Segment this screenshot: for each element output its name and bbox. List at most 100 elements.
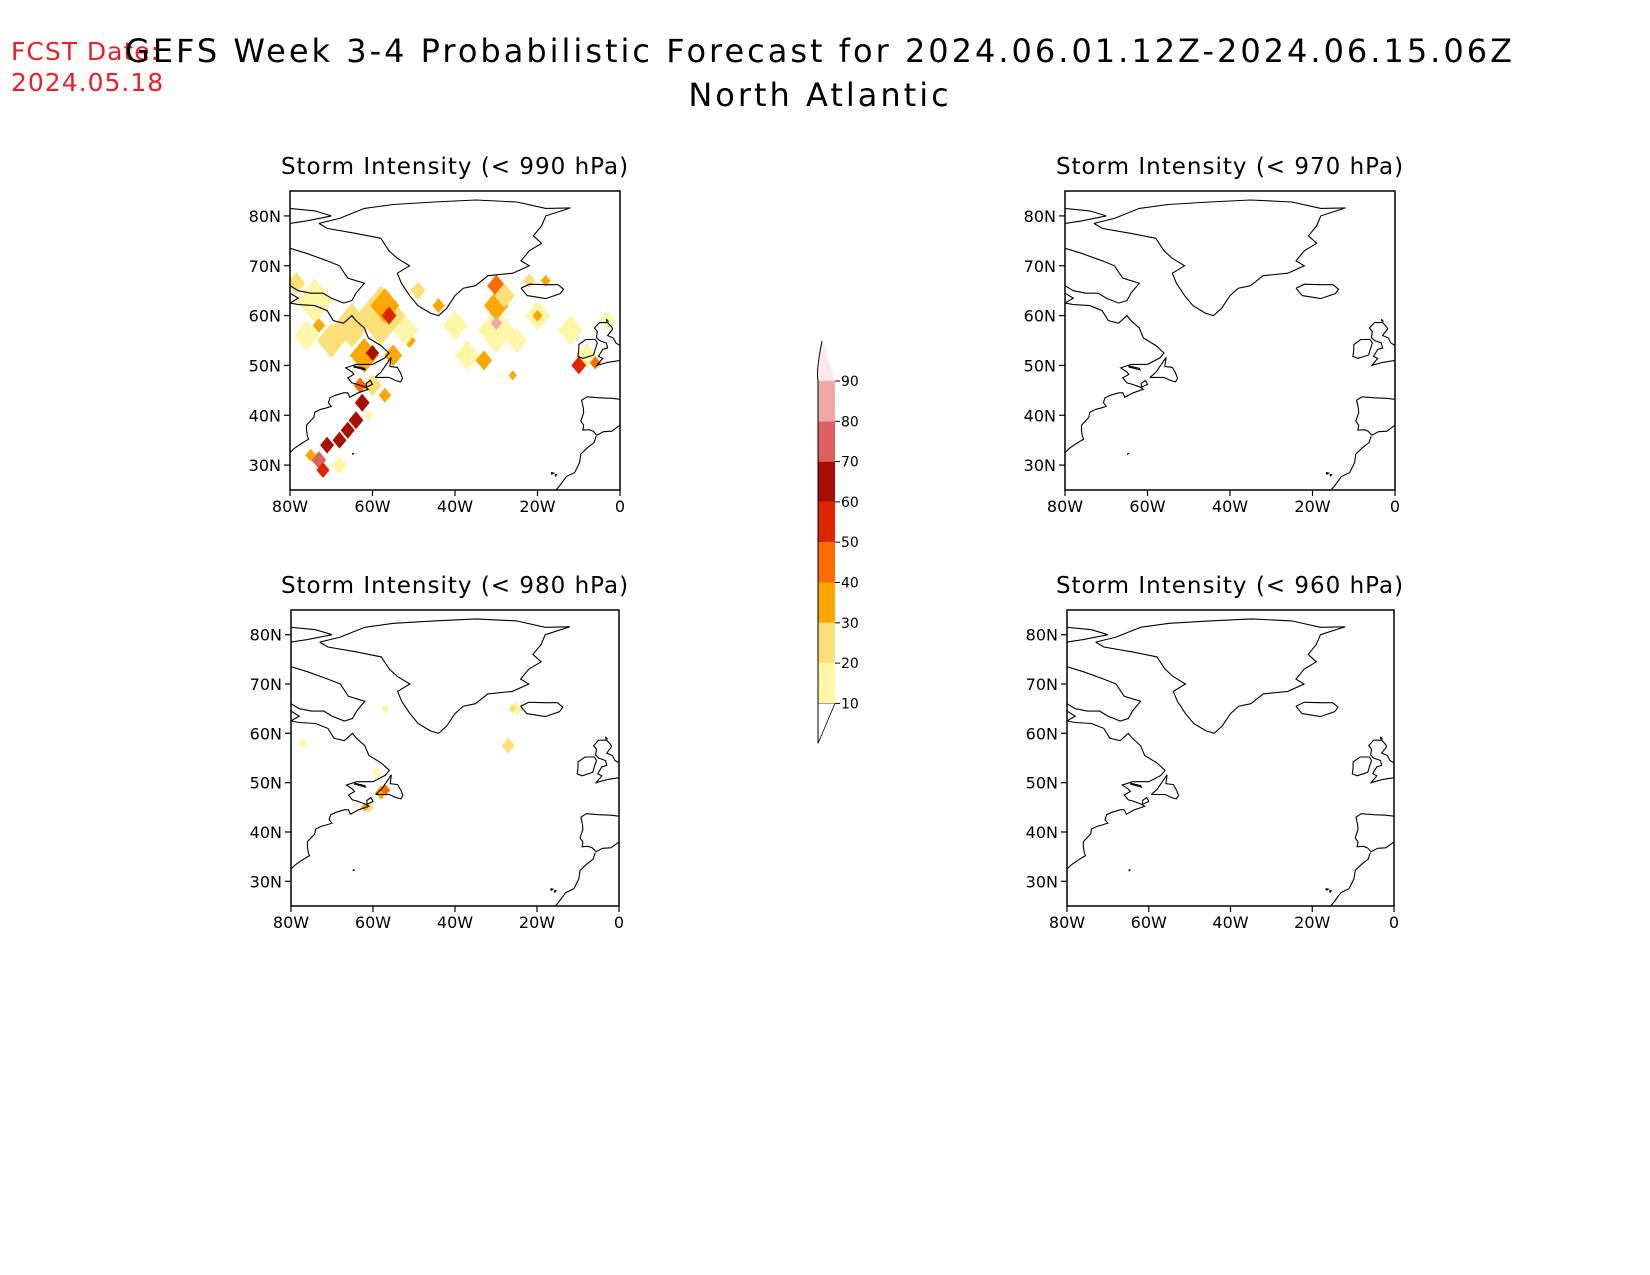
lat-tick-label: 30N [1026,872,1058,891]
probability-cell [340,421,355,439]
coastline [290,292,300,304]
coastline [1354,813,1394,853]
coastline [604,736,609,740]
lat-tick-label: 50N [249,356,281,375]
lat-tick-label: 70N [250,675,282,694]
coastline [1140,379,1149,388]
colorbar-label: 40 [841,576,859,592]
coastline [354,782,367,788]
probability-cell [576,343,598,368]
lon-tick-label: 80W [1049,913,1085,932]
coastline [1379,736,1384,740]
coastline [352,452,355,456]
probability-cell [410,281,426,300]
probability-cell [294,320,319,351]
probability-cell [296,278,334,324]
map-frame [1064,190,1396,491]
map-frame [290,609,620,907]
lat-tick-label: 30N [1024,456,1056,475]
colorbar-label: 20 [841,656,859,672]
probability-cell [320,436,335,454]
coastline [1067,666,1142,722]
lat-tick-label: 40N [1026,823,1058,842]
panel-title: Storm Intensity (< 970 hPa) [1056,154,1404,180]
lon-tick-label: 40W [1212,913,1248,932]
map-frame [1066,609,1395,907]
coastline [1128,869,1131,872]
coastlines [1065,199,1395,490]
probability-cell [540,274,551,287]
probability-cell [490,316,502,330]
lon-tick-label: 0 [615,497,625,516]
colorbar-swatch [818,663,835,704]
probability-cell [332,431,347,449]
lon-tick-label: 40W [437,913,473,932]
lat-tick-label: 80N [1024,207,1056,226]
coastline [353,365,367,371]
probability-cell [475,350,493,371]
coastline [555,852,596,906]
colorbar-swatch [818,622,835,664]
lon-tick-label: 0 [1390,497,1400,516]
coastline [1142,796,1150,805]
lon-tick-label: 80W [272,497,308,516]
coastline [352,869,356,872]
lat-tick-label: 80N [250,626,282,645]
coastline [290,207,332,224]
probability-cell [532,309,543,322]
colorbar-label: 30 [841,616,859,632]
coastline [554,474,558,478]
forecast-date: FCST Date: 2024.05.18 [11,36,164,98]
colorbar-label: 90 [841,374,859,390]
colorbar-swatch [818,461,835,502]
coastline [1367,739,1394,784]
probability-cell [571,356,587,375]
colorbar-swatch [818,501,835,543]
coastlines [291,618,619,906]
map-panel: Storm Intensity (< 970 hPa) 80W 60W 40W 20W 0… [1024,154,1404,516]
probability-cell [354,393,370,412]
coastlines [290,199,620,490]
coastline [1065,292,1075,304]
probability-cell [316,462,330,478]
lon-tick-label: 60W [354,497,390,516]
lat-tick-label: 30N [249,456,281,475]
coastline [318,199,571,317]
coastline [1352,338,1373,359]
coastline [1067,626,1109,643]
forecast-date-value: 2024.05.18 [11,68,165,97]
coastline [1065,207,1107,224]
probability-cell [508,370,517,381]
lon-tick-label: 20W [519,497,555,516]
probability-cell [506,328,528,353]
lon-tick-label: 20W [1294,497,1330,516]
coastline [374,357,404,383]
coastline [593,322,620,367]
coastline [550,472,556,475]
probability-cell [432,298,445,314]
probability-cell [455,340,480,371]
lat-tick-label: 70N [1024,257,1056,276]
coastline [576,756,598,777]
lat-tick-label: 70N [1026,675,1058,694]
lat-tick-label: 70N [249,257,281,276]
coastline [1325,888,1330,891]
probability-cell [558,315,583,346]
probability-cell [380,784,391,796]
coastline [555,436,597,490]
coastline [1067,710,1077,722]
lat-tick-label: 40N [250,823,282,842]
colorbar-high-arrow [818,341,835,381]
colorbar-swatch [818,582,835,623]
lat-tick-label: 60N [249,307,281,326]
coastline [375,774,404,800]
probability-cell [378,387,392,403]
lat-tick-label: 50N [1024,356,1056,375]
probability-cell [363,409,374,422]
coastline [290,302,390,453]
lon-tick-label: 0 [1389,913,1399,932]
coastline [520,283,565,300]
probability-cell [348,411,364,430]
lon-tick-label: 0 [614,913,624,932]
lat-tick-label: 30N [250,872,282,891]
